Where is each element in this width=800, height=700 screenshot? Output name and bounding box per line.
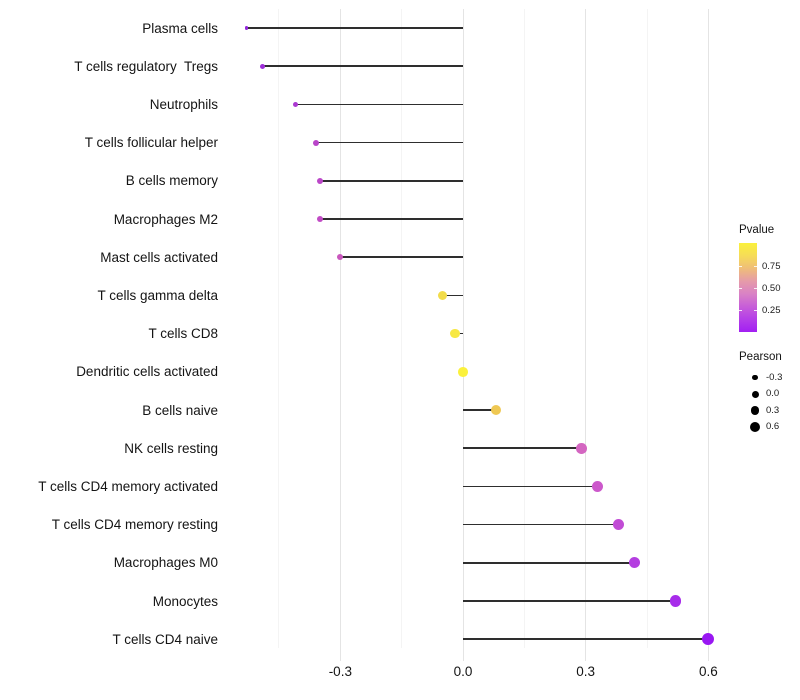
row-label: B cells naive bbox=[142, 402, 218, 418]
lollipop-dot bbox=[260, 63, 266, 69]
lollipop-stem bbox=[319, 218, 463, 220]
lollipop-dot bbox=[292, 101, 299, 108]
grid-major-line bbox=[585, 9, 587, 661]
lollipop-stem bbox=[340, 256, 463, 258]
row-label: T cells gamma delta bbox=[97, 287, 218, 303]
x-tick-label: -0.3 bbox=[328, 664, 352, 679]
row-label: T cells CD8 bbox=[148, 326, 218, 342]
lollipop-dot bbox=[312, 139, 319, 146]
pearson-size-label: -0.3 bbox=[766, 371, 783, 383]
x-tick-label: 0.3 bbox=[576, 664, 596, 679]
lollipop-dot bbox=[337, 254, 344, 261]
lollipop-stem bbox=[463, 523, 619, 526]
pvalue-legend-title: Pvalue bbox=[739, 224, 775, 236]
row-label: T cells CD4 memory activated bbox=[38, 478, 218, 494]
lollipop-dot bbox=[316, 216, 323, 222]
lollipop-dot bbox=[437, 290, 448, 301]
lollipop-dot bbox=[592, 480, 604, 492]
grid-major-line bbox=[707, 9, 709, 661]
row-label: Dendritic cells activated bbox=[76, 364, 218, 380]
lollipop-stem bbox=[463, 485, 598, 488]
pvalue-tick-mark bbox=[739, 310, 742, 312]
row-label: Plasma cells bbox=[142, 20, 218, 36]
lollipop-stem bbox=[463, 447, 582, 449]
grid-minor-line bbox=[523, 9, 525, 648]
row-label: Monocytes bbox=[152, 593, 218, 609]
pvalue-gradient-bar bbox=[739, 243, 757, 332]
row-label: T cells CD4 memory resting bbox=[51, 517, 218, 533]
row-label: Neutrophils bbox=[149, 96, 218, 112]
lollipop-dot bbox=[490, 405, 501, 415]
pvalue-tick-label: 0.25 bbox=[762, 304, 781, 316]
row-label: B cells memory bbox=[125, 173, 218, 189]
x-tick-label: 0.0 bbox=[453, 664, 473, 679]
row-label: T cells regulatory Tregs bbox=[74, 58, 218, 74]
pearson-size-dot bbox=[752, 374, 758, 381]
lollipop-dot bbox=[450, 328, 460, 339]
lollipop-stem bbox=[442, 294, 463, 297]
lollipop-dot bbox=[458, 366, 468, 377]
pvalue-tick-mark bbox=[739, 266, 742, 268]
row-label: NK cells resting bbox=[124, 440, 218, 456]
row-label: T cells CD4 naive bbox=[112, 631, 218, 647]
lollipop-dot bbox=[316, 177, 323, 184]
lollipop-stem bbox=[463, 600, 676, 602]
lollipop-dot bbox=[244, 26, 249, 30]
pearson-size-label: 0.6 bbox=[766, 421, 780, 432]
grid-minor-line bbox=[401, 9, 403, 648]
pvalue-tick-mark bbox=[739, 288, 742, 290]
row-label: Macrophages M2 bbox=[113, 211, 218, 227]
row-label: T cells follicular helper bbox=[84, 135, 218, 151]
x-tick-label: 0.6 bbox=[698, 664, 718, 679]
pvalue-tick-mark bbox=[754, 288, 757, 290]
pvalue-tick-mark bbox=[754, 310, 757, 312]
lollipop-stem bbox=[295, 103, 463, 106]
pvalue-tick-label: 0.50 bbox=[762, 282, 781, 294]
lollipop-stem bbox=[319, 180, 463, 182]
pearson-size-label: 0.0 bbox=[766, 388, 780, 399]
lollipop-dot bbox=[702, 633, 715, 646]
pvalue-tick-mark bbox=[754, 266, 757, 268]
lollipop-stem bbox=[315, 141, 463, 144]
pvalue-tick-label: 0.75 bbox=[762, 260, 781, 272]
lollipop-stem bbox=[463, 562, 635, 564]
lollipop-stem bbox=[463, 638, 709, 640]
pearson-size-label: 0.3 bbox=[766, 404, 780, 416]
pearson-size-dot bbox=[750, 422, 760, 432]
lollipop-dot bbox=[669, 595, 682, 607]
lollipop-dot bbox=[612, 518, 625, 531]
grid-minor-line bbox=[646, 9, 648, 648]
grid-major-line bbox=[339, 9, 341, 661]
lollipop-stem bbox=[262, 65, 463, 67]
lollipop-dot bbox=[576, 442, 587, 454]
row-label: Mast cells activated bbox=[100, 249, 218, 265]
lollipop-stem bbox=[463, 409, 496, 411]
pearson-size-dot bbox=[750, 406, 760, 415]
grid-minor-line bbox=[278, 9, 280, 648]
pearson-legend-title: Pearson bbox=[739, 351, 782, 363]
row-label: Macrophages M0 bbox=[113, 555, 218, 571]
lollipop-dot bbox=[629, 557, 641, 569]
grid-major-line bbox=[462, 9, 464, 661]
pearson-size-dot bbox=[751, 390, 759, 398]
lollipop-stem bbox=[246, 27, 463, 29]
